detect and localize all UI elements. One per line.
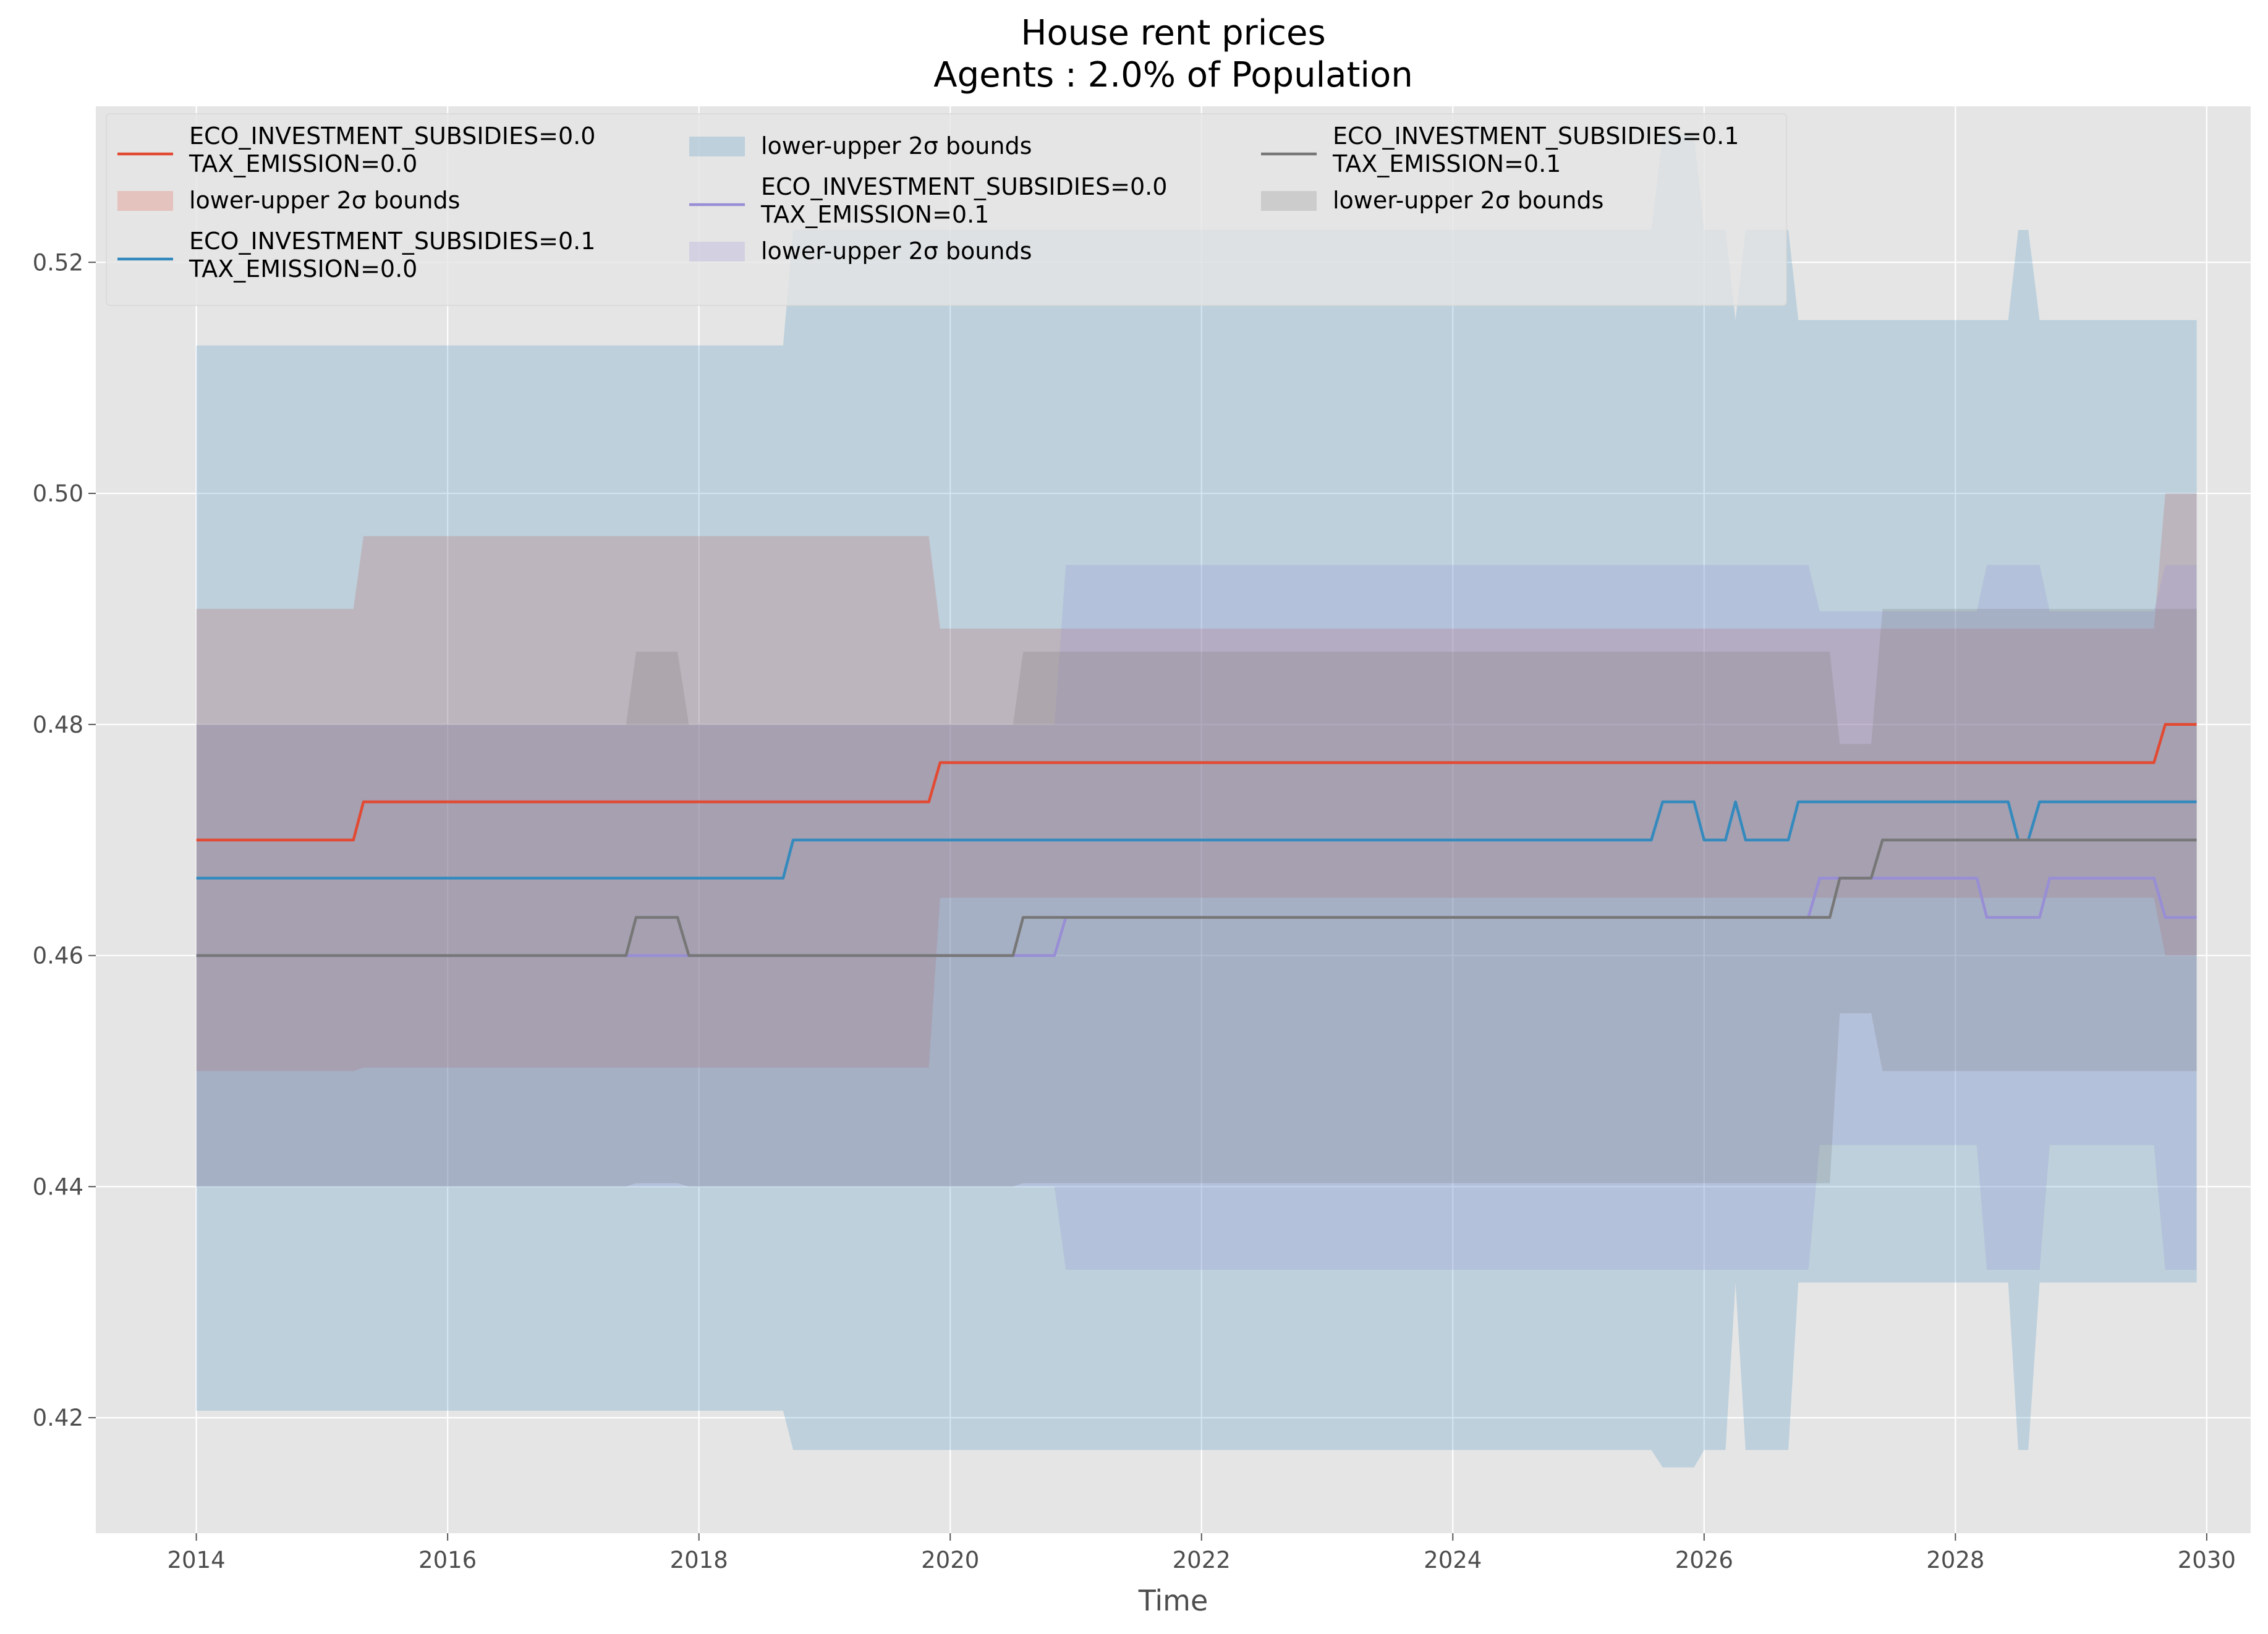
- x-tick-label: 2024: [1424, 1547, 1482, 1573]
- legend-label-band-1: lower-upper 2σ bounds: [189, 187, 460, 214]
- x-axis-label: Time: [1138, 1584, 1208, 1617]
- legend-label-line-1-a: ECO_INVESTMENT_SUBSIDIES=0.0: [189, 122, 595, 150]
- y-tick-label: 0.44: [33, 1173, 83, 1200]
- x-tick-label: 2030: [2178, 1547, 2236, 1573]
- grid-lines: [96, 106, 2251, 1533]
- x-tick-label: 2028: [1926, 1547, 1984, 1573]
- legend-label-band-2: lower-upper 2σ bounds: [761, 132, 1032, 160]
- legend-label-line-2-b: TAX_EMISSION=0.0: [189, 255, 417, 283]
- legend-label-line-3-a: ECO_INVESTMENT_SUBSIDIES=0.0: [761, 173, 1167, 200]
- band-series-1: [196, 493, 2197, 1071]
- x-tick-label: 2020: [921, 1547, 979, 1573]
- legend-swatch-band-4: [1261, 191, 1317, 211]
- legend-swatch-band-3: [689, 242, 745, 262]
- legend-swatch-band-2: [689, 137, 745, 156]
- legend-label-line-4-b: TAX_EMISSION=0.1: [1332, 150, 1561, 177]
- legend-label-line-2-a: ECO_INVESTMENT_SUBSIDIES=0.1: [189, 228, 595, 255]
- axis-ticks: 2014 2016 2018 2020 2022 2024 2026 2028 2030 0.42…: [33, 249, 2236, 1573]
- series-lines: [196, 723, 2197, 957]
- legend-label-band-4: lower-upper 2σ bounds: [1333, 187, 1603, 214]
- line-series-4: [196, 838, 2197, 957]
- line-series-3: [196, 877, 2197, 957]
- legend-label-line-1-b: TAX_EMISSION=0.0: [189, 150, 417, 177]
- x-tick-label: 2022: [1173, 1547, 1231, 1573]
- x-tick-label: 2018: [670, 1547, 728, 1573]
- x-tick-label: 2014: [168, 1547, 226, 1573]
- chart-title-line-1: House rent prices: [1021, 13, 1325, 53]
- y-tick-label: 0.50: [33, 480, 83, 507]
- plot-area: [96, 106, 2251, 1533]
- chart-title-line-2: Agents : 2.0% of Population: [933, 55, 1412, 95]
- legend-label-line-3-b: TAX_EMISSION=0.1: [760, 201, 989, 228]
- band-series-2: [196, 135, 2197, 1468]
- y-tick-label: 0.42: [33, 1405, 83, 1431]
- x-tick-label: 2016: [418, 1547, 477, 1573]
- legend-label-band-3: lower-upper 2σ bounds: [761, 237, 1032, 265]
- y-tick-label: 0.48: [33, 712, 83, 738]
- x-tick-label: 2026: [1675, 1547, 1733, 1573]
- y-tick-label: 0.46: [33, 943, 83, 969]
- band-series-4: [196, 608, 2197, 1187]
- chart-legend: ECO_INVESTMENT_SUBSIDIES=0.0TAX_EMISSION…: [106, 113, 1787, 306]
- line-series-1: [196, 723, 2197, 841]
- legend-box: [106, 113, 1787, 306]
- legend-swatch-band-1: [117, 191, 173, 211]
- y-tick-label: 0.52: [33, 249, 83, 276]
- legend-label-line-4-a: ECO_INVESTMENT_SUBSIDIES=0.1: [1333, 122, 1739, 150]
